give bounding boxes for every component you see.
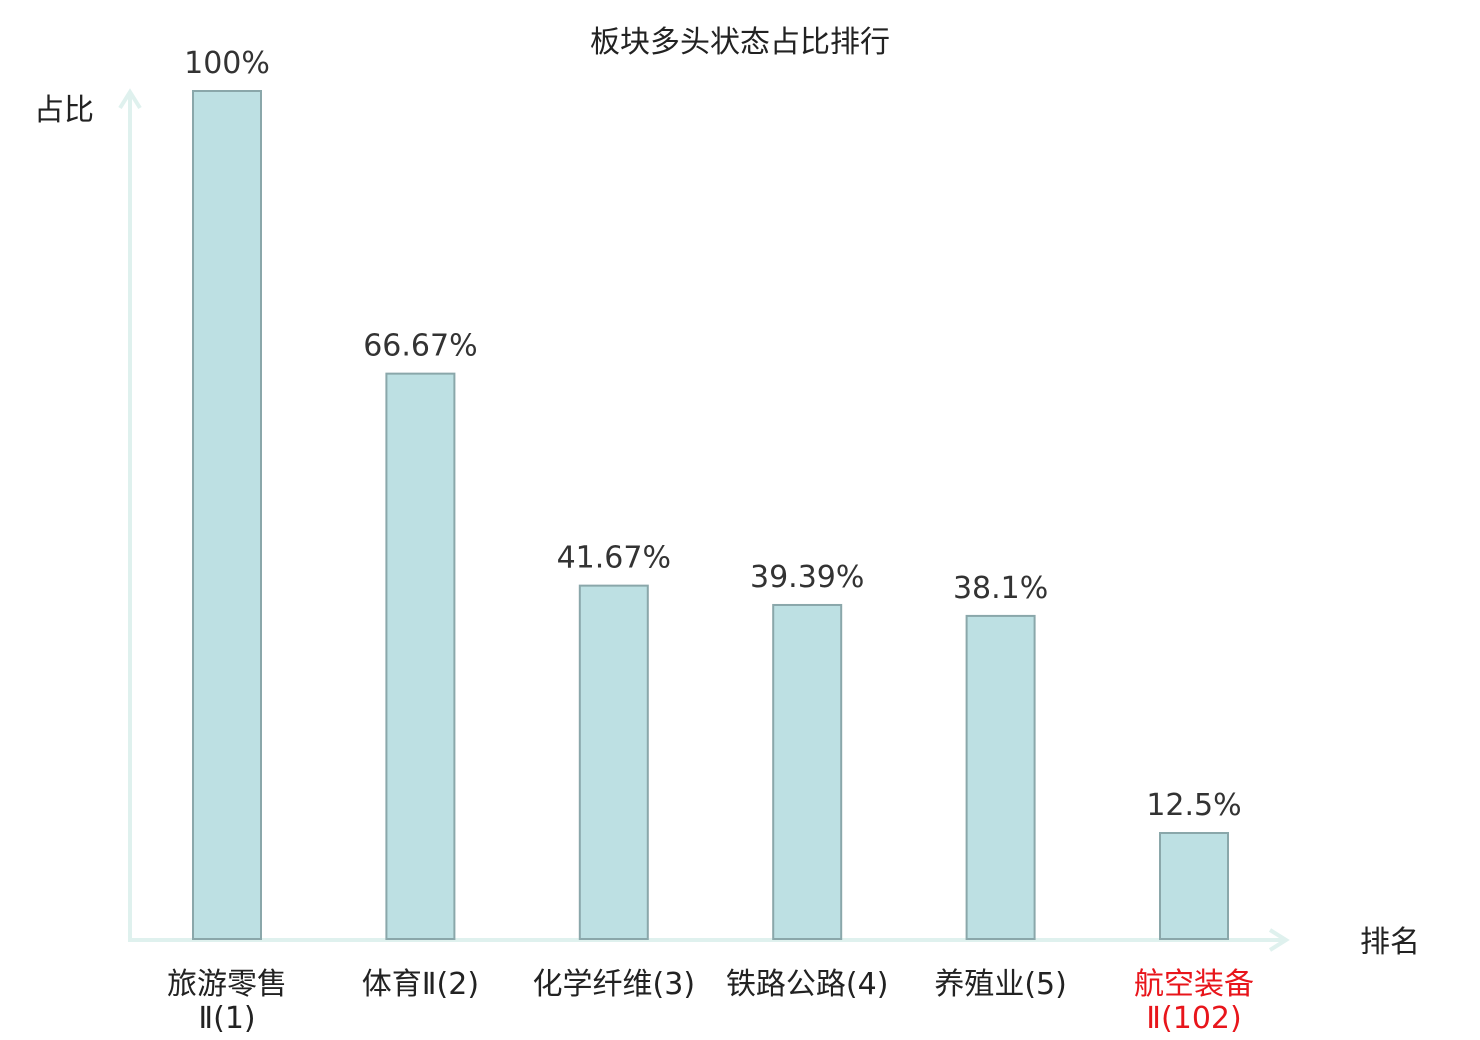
y-axis-arrow-icon: [118, 88, 142, 110]
value-labels-group: 100% 66.67% 41.67% 39.39% 38.1% 12.5%: [184, 46, 1242, 823]
bar: [578, 584, 649, 941]
bar: [965, 614, 1036, 940]
x-tick-label: Ⅱ(1): [198, 1001, 255, 1036]
bar-value-label: 66.67%: [363, 329, 477, 364]
bar: [385, 372, 456, 940]
x-tick-label: 铁路公路(4): [726, 967, 889, 1002]
bar-value-label: 12.5%: [1146, 788, 1241, 823]
x-tick-label: 旅游零售: [167, 967, 287, 1002]
bar-value-label: 41.67%: [557, 541, 671, 576]
x-tick-label: 化学纤维(3): [533, 967, 696, 1002]
bar-value-label: 38.1%: [953, 571, 1048, 606]
bar-value-label: 39.39%: [750, 560, 864, 595]
bar: [1159, 832, 1229, 940]
x-tick-label: 航空装备: [1134, 967, 1254, 1002]
bar-value-label: 100%: [184, 46, 270, 81]
bar: [772, 603, 843, 940]
bar: [192, 90, 262, 940]
x-axis-arrow-icon: [1268, 928, 1290, 952]
x-tick-label: Ⅱ(102): [1146, 1001, 1241, 1036]
y-axis-label: 占比: [34, 93, 94, 128]
chart-title: 板块多头状态占比排行: [590, 25, 890, 60]
bars-group: [192, 90, 1229, 941]
x-axis-label: 排名: [1360, 925, 1420, 960]
x-tick-label: 养殖业(5): [934, 967, 1067, 1002]
x-tick-label: 体育Ⅱ(2): [362, 967, 479, 1002]
